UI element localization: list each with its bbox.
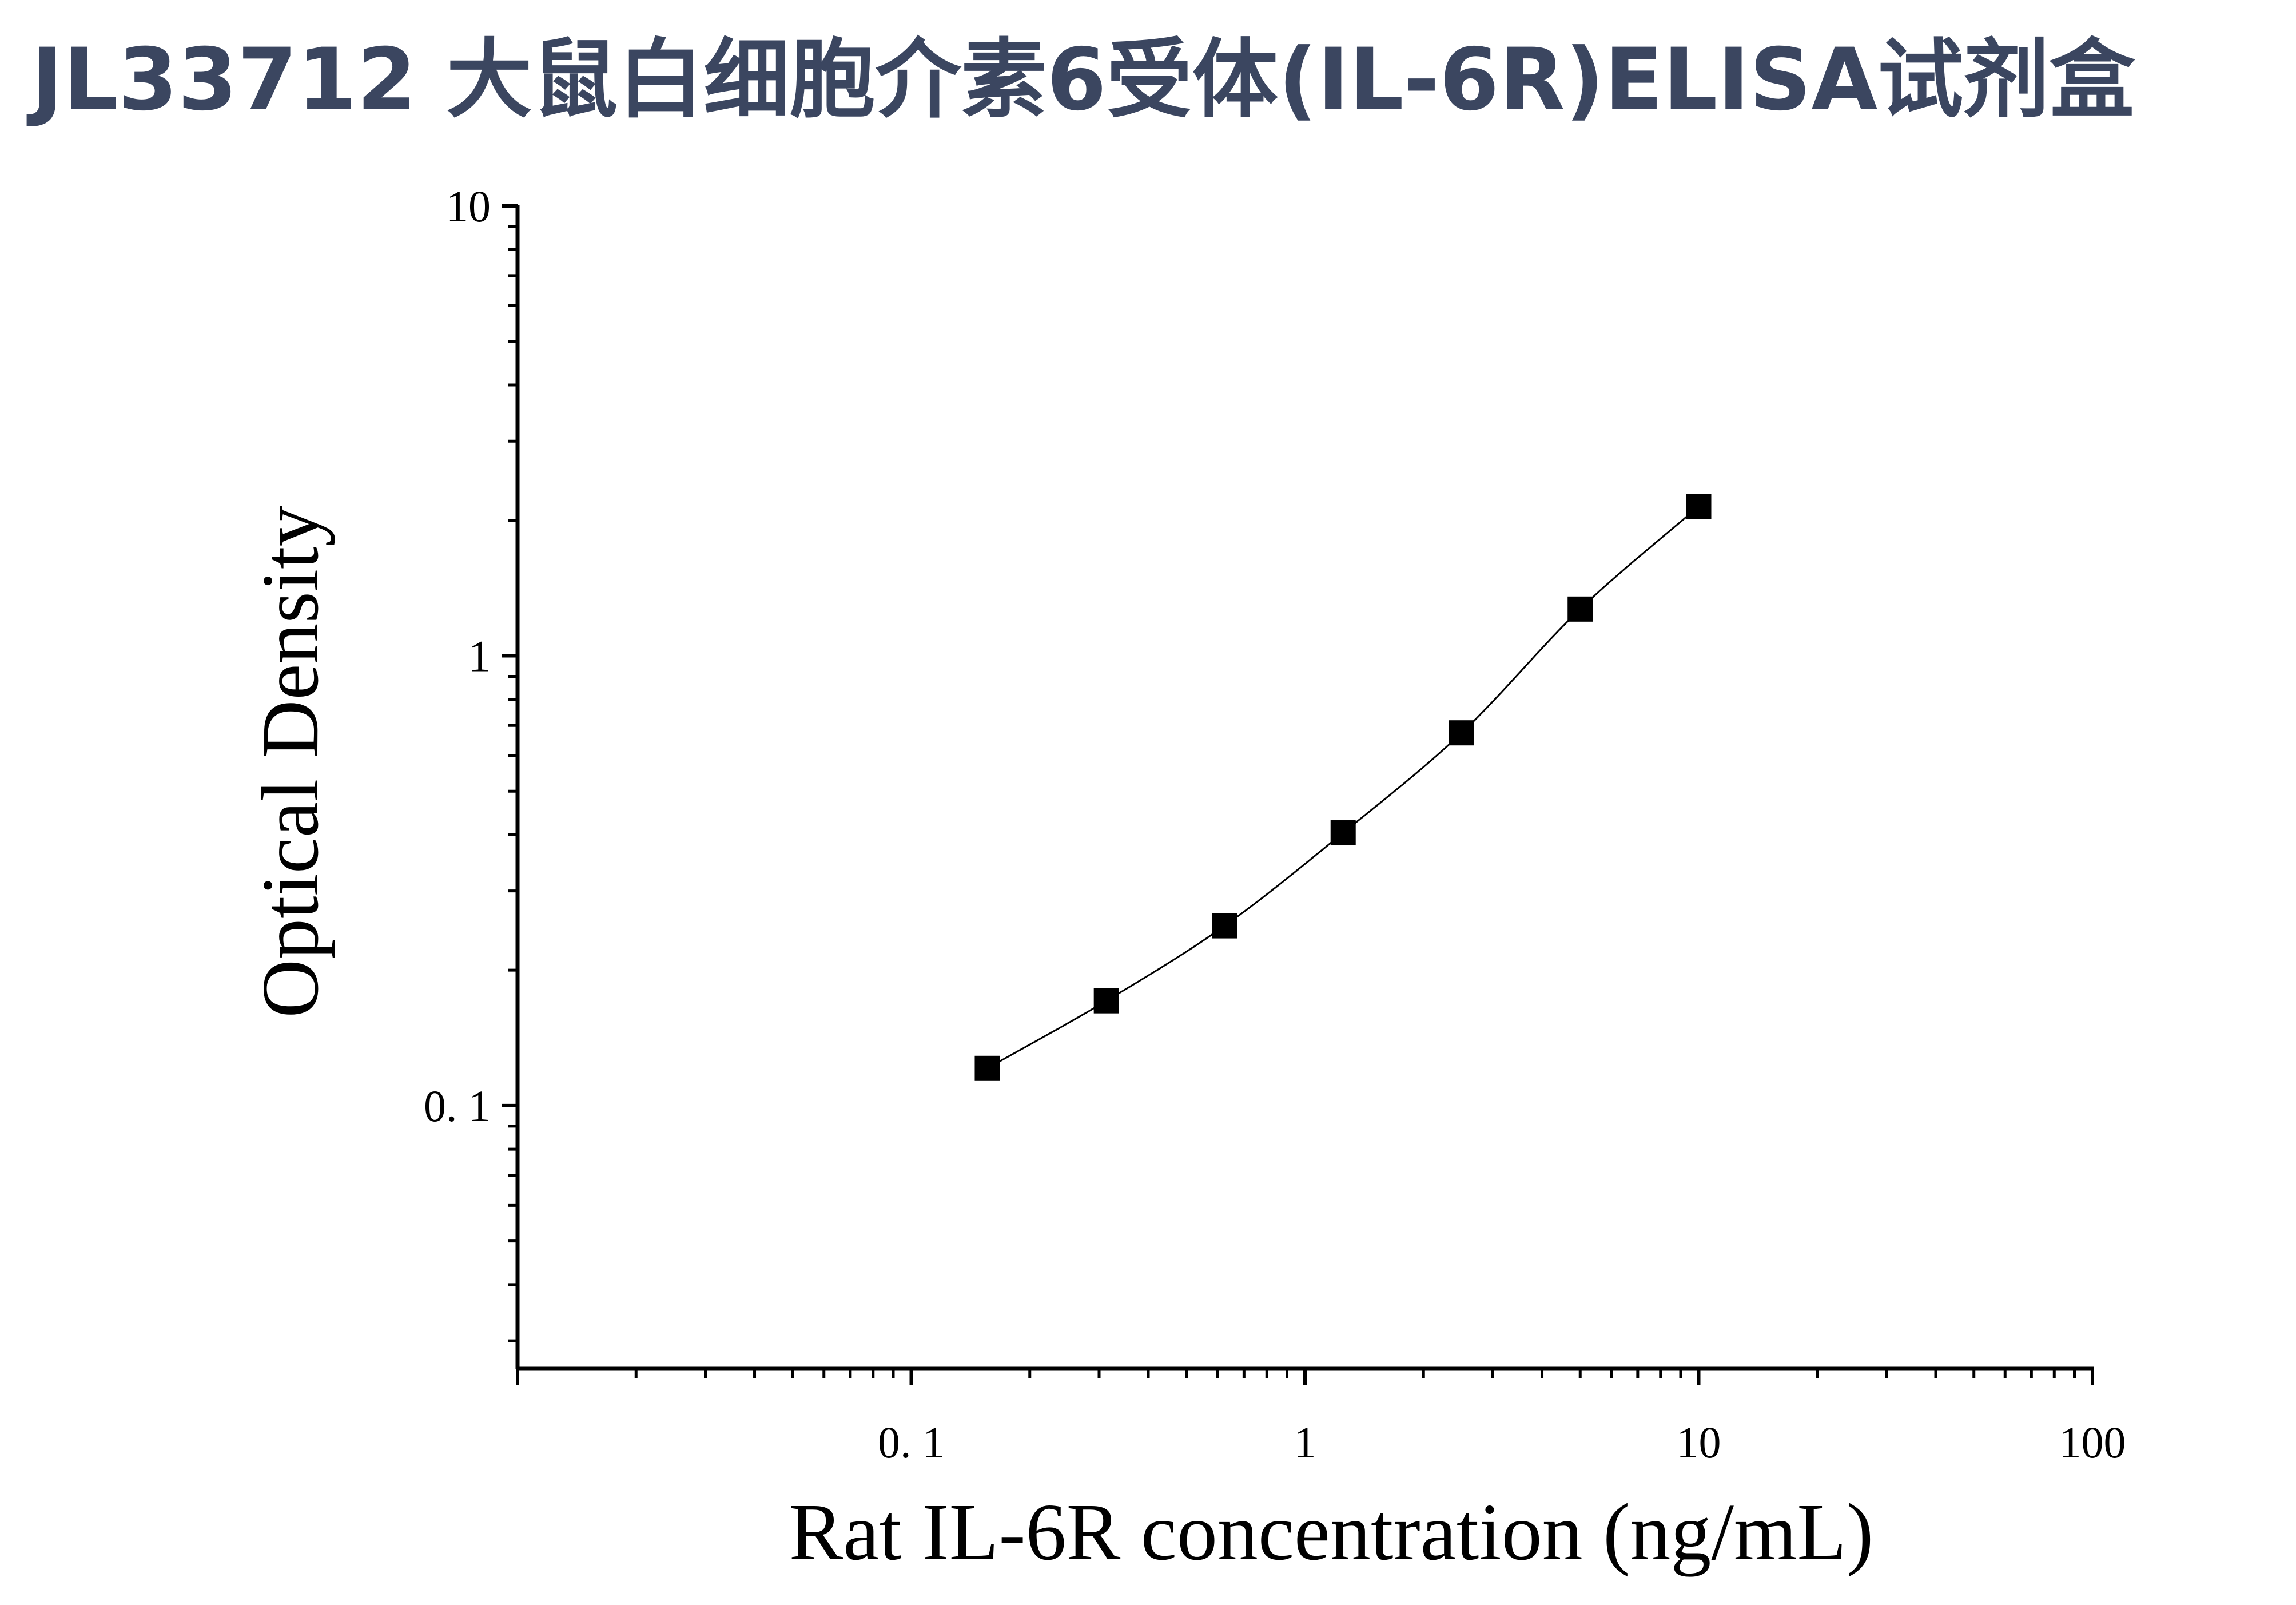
data-point xyxy=(1093,988,1119,1014)
data-point xyxy=(1449,720,1474,746)
x-tick-label: 1 xyxy=(1294,1417,1316,1467)
x-axis-title: Rat IL-6R concentration (ng/mL) xyxy=(789,1487,1874,1577)
data-point xyxy=(1686,494,1712,519)
y-tick-label: 0. 1 xyxy=(424,1081,491,1131)
ticks xyxy=(502,204,2094,1385)
fit-curve xyxy=(986,505,1700,1070)
x-tick-label: 100 xyxy=(2059,1417,2126,1467)
x-tick-label: 0. 1 xyxy=(878,1417,945,1467)
data-markers xyxy=(974,494,1712,1081)
data-point xyxy=(1212,913,1237,939)
page-title: JL33712 大鼠白细胞介素6受体(IL-6R)ELISA试剂盒 xyxy=(31,30,2135,130)
data-point xyxy=(1567,596,1593,622)
y-axis-title: Optical Density xyxy=(245,506,335,1018)
data-point xyxy=(1330,820,1356,846)
y-tick-label: 10 xyxy=(446,181,491,231)
data-point xyxy=(974,1055,1000,1081)
x-tick-label: 10 xyxy=(1677,1417,1721,1467)
y-tick-label: 1 xyxy=(468,631,491,681)
axes xyxy=(515,205,2094,1371)
tick-labels: 0. 1 1 10 100 0. 1 1 10 xyxy=(424,181,2126,1467)
